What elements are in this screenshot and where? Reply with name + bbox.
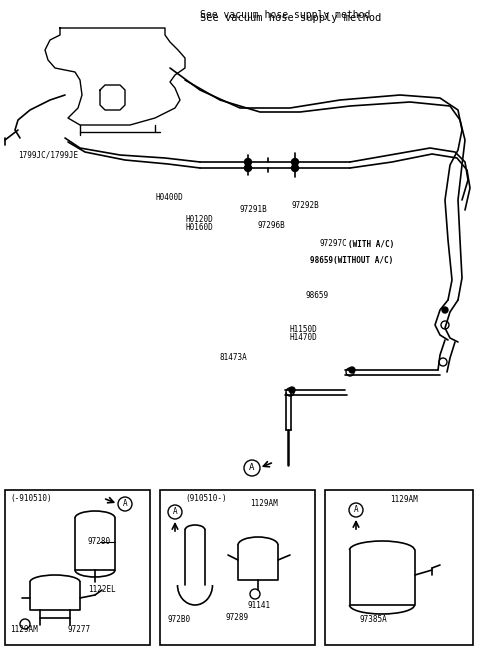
Text: A: A bbox=[123, 499, 127, 509]
Text: H0400D: H0400D bbox=[155, 194, 183, 202]
Text: 97291B: 97291B bbox=[240, 206, 268, 214]
Text: (-910510): (-910510) bbox=[10, 493, 52, 503]
Text: H1150D: H1150D bbox=[290, 325, 318, 334]
Text: 81473A: 81473A bbox=[220, 353, 248, 363]
Text: 97289: 97289 bbox=[225, 614, 248, 622]
Bar bbox=[160, 490, 315, 645]
Circle shape bbox=[289, 387, 295, 393]
Text: 97277: 97277 bbox=[68, 625, 91, 635]
Text: H0120D: H0120D bbox=[185, 215, 213, 225]
Text: 972B0: 972B0 bbox=[168, 616, 191, 625]
Text: H1470D: H1470D bbox=[290, 334, 318, 342]
Text: A: A bbox=[249, 463, 255, 472]
Circle shape bbox=[442, 307, 448, 313]
Text: A: A bbox=[173, 507, 177, 516]
Text: See vacuum hose supply method: See vacuum hose supply method bbox=[200, 13, 381, 23]
Text: A: A bbox=[354, 505, 358, 514]
Text: See vacuum hose supply method: See vacuum hose supply method bbox=[200, 10, 371, 20]
Text: (910510-): (910510-) bbox=[185, 493, 227, 503]
Text: 91141: 91141 bbox=[248, 602, 271, 610]
Text: 98659: 98659 bbox=[305, 292, 328, 300]
Circle shape bbox=[244, 158, 252, 166]
Text: 1129AM: 1129AM bbox=[250, 499, 278, 509]
Text: 97280: 97280 bbox=[88, 537, 111, 547]
Circle shape bbox=[291, 158, 299, 166]
Text: 97296B: 97296B bbox=[258, 221, 286, 229]
Circle shape bbox=[244, 164, 252, 171]
Text: 97297C: 97297C bbox=[320, 240, 348, 248]
Text: 98659(WITHOUT A/C): 98659(WITHOUT A/C) bbox=[310, 256, 393, 265]
Circle shape bbox=[349, 367, 355, 373]
Text: 1122EL: 1122EL bbox=[88, 585, 116, 595]
Text: H0160D: H0160D bbox=[185, 223, 213, 233]
Text: 1129AM: 1129AM bbox=[10, 625, 38, 635]
Text: (WITH A/C): (WITH A/C) bbox=[348, 240, 394, 248]
Text: 1799JC/1799JE: 1799JC/1799JE bbox=[18, 150, 78, 160]
Text: 1129AM: 1129AM bbox=[390, 495, 418, 505]
Bar bbox=[5, 490, 150, 645]
Text: 97292B: 97292B bbox=[292, 202, 320, 210]
Bar bbox=[325, 490, 473, 645]
Circle shape bbox=[291, 164, 299, 171]
Text: 97385A: 97385A bbox=[360, 616, 388, 625]
